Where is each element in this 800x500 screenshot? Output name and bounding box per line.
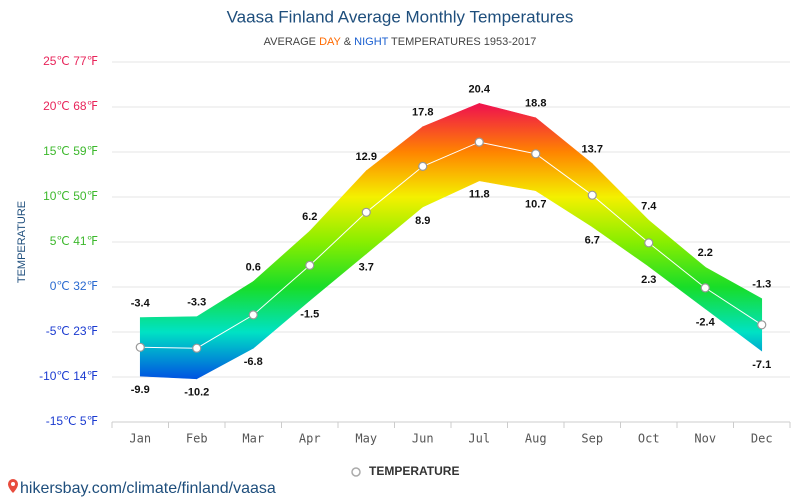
y-axis-title: TEMPERATURE: [16, 201, 28, 283]
plot-area: -15℃ 5℉ -10℃ 14℉ -5℃ 23℉ 0℃ 32℉ 5℃ 41℉ 10℃ 50…: [39, 54, 791, 446]
night-value-label: -6.8: [244, 356, 263, 368]
night-value-label: 8.9: [415, 215, 430, 227]
temperature-point: [474, 137, 484, 147]
night-value-label: -1.5: [300, 308, 319, 320]
night-value-label: 11.8: [469, 189, 490, 201]
temperature-band: [309, 170, 367, 302]
x-tick-label: Aug: [525, 432, 547, 446]
subtitle-part: NIGHT: [354, 36, 389, 48]
night-value-label: 10.7: [525, 199, 546, 211]
y-tick-label: -15℃ 5℉: [46, 414, 98, 428]
night-value-label: 2.3: [641, 274, 656, 286]
x-tick-label: May: [355, 432, 377, 446]
subtitle-part: DAY: [319, 36, 341, 48]
x-tick-label: Mar: [242, 432, 264, 446]
x-tick-label: Sep: [581, 432, 603, 446]
temperature-point: [587, 190, 597, 200]
chart-title: Vaasa Finland Average Monthly Temperatur…: [227, 7, 574, 26]
x-tick-label: Jul: [468, 432, 490, 446]
temperature-point: [248, 310, 258, 320]
day-value-label: 0.6: [246, 262, 261, 274]
day-value-label: 6.2: [302, 211, 317, 223]
temperature-band: [648, 219, 706, 310]
x-tick-label: Dec: [751, 432, 773, 446]
day-value-label: 17.8: [412, 107, 433, 119]
y-tick-label: 10℃ 50℉: [43, 189, 98, 203]
subtitle-part: AVERAGE: [264, 36, 316, 48]
x-tick-label: Feb: [186, 432, 208, 446]
temperature-point: [192, 343, 202, 353]
legend-label[interactable]: TEMPERATURE: [369, 464, 459, 478]
x-tick-label: Jan: [129, 432, 151, 446]
y-tick-label: 15℃ 59℉: [43, 144, 98, 158]
x-tick-label: Oct: [638, 432, 660, 446]
temperature-point: [305, 260, 315, 270]
y-tick-label: 5℃ 41℉: [50, 234, 98, 248]
y-tick-label: 0℃ 32℉: [50, 279, 98, 293]
subtitle-part: TEMPERATURES 1953-2017: [391, 36, 536, 48]
legend[interactable]: TEMPERATURE: [351, 464, 459, 478]
day-value-label: 2.2: [698, 247, 713, 259]
day-value-label: 18.8: [525, 98, 546, 110]
legend-marker: [351, 467, 361, 477]
y-tick-label: 25℃ 77℉: [43, 54, 98, 68]
night-value-label: -9.9: [131, 384, 150, 396]
chart-subtitle: AVERAGE DAY & NIGHT TEMPERATURES 1953-20…: [264, 36, 537, 48]
y-tick-label: -10℃ 14℉: [39, 369, 98, 383]
subtitle-part: &: [344, 36, 352, 48]
night-value-label: -10.2: [184, 387, 209, 399]
temperature-band: [365, 126, 424, 255]
night-value-label: 3.7: [359, 262, 374, 274]
temperature-point: [644, 238, 654, 248]
temperature-point: [700, 283, 710, 293]
day-value-label: 13.7: [582, 144, 603, 156]
temperature-line: [140, 141, 763, 349]
pin-dot: [11, 482, 15, 486]
day-value-label: -1.3: [752, 279, 771, 291]
y-tick-label: 20℃ 68℉: [43, 99, 98, 113]
day-value-label: -3.4: [131, 298, 151, 310]
day-value-label: 12.9: [356, 151, 377, 163]
footer-link[interactable]: hikersbay.com/climate/finland/vaasa: [20, 480, 276, 497]
night-value-label: 6.7: [585, 235, 600, 247]
night-value-label: -2.4: [696, 317, 716, 329]
footer: hikersbay.com/climate/finland/vaasa: [8, 479, 276, 497]
temperature-band: [591, 162, 650, 267]
temperature-point: [135, 342, 145, 352]
temperature-band: [478, 103, 537, 192]
day-value-label: -3.3: [187, 297, 206, 309]
temperature-point: [361, 207, 371, 217]
temperature-point: [531, 149, 541, 159]
temperature-band: [704, 266, 763, 352]
night-value-label: -7.1: [752, 359, 771, 371]
day-value-label: 20.4: [469, 83, 491, 95]
temperature-point: [418, 161, 428, 171]
x-tick-label: Apr: [299, 432, 321, 446]
x-tick-label: Jun: [412, 432, 434, 446]
x-tick-label: Nov: [694, 432, 716, 446]
temperature-point: [757, 320, 767, 330]
y-tick-label: -5℃ 23℉: [46, 324, 98, 338]
day-value-label: 7.4: [641, 200, 657, 212]
